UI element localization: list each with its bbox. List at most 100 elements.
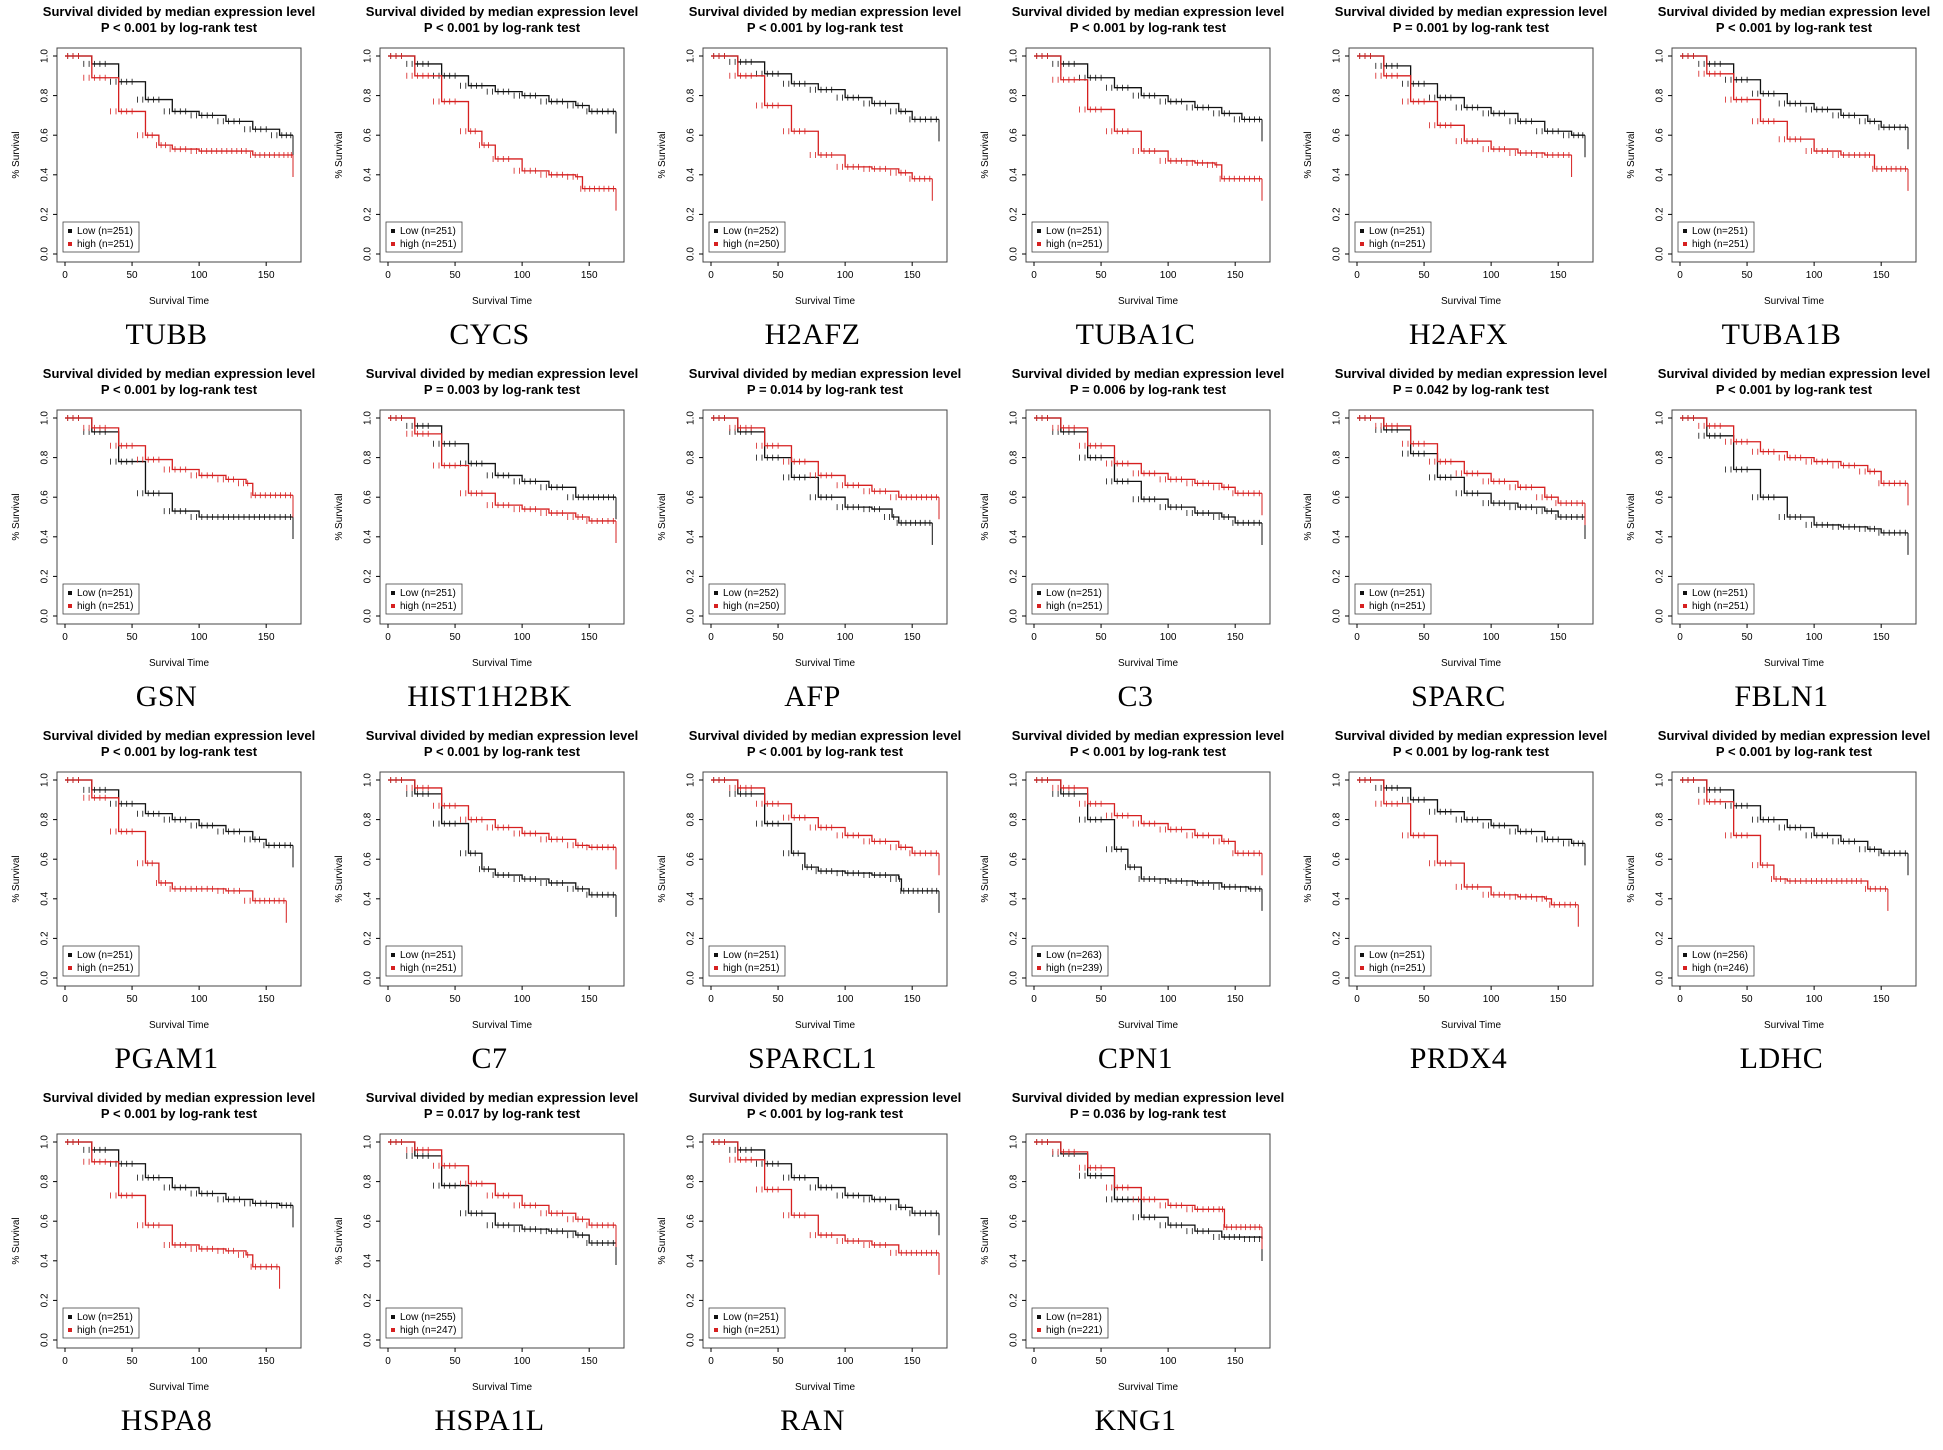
legend-box	[1354, 945, 1432, 977]
legend-label: Low (n=251)	[400, 226, 456, 237]
plot-frame	[56, 1133, 302, 1349]
y-axis-label: % Survival	[1626, 131, 1637, 178]
chart-title: Survival divided by median expression le…	[1658, 728, 1930, 743]
legend: Low (n=251) high (n=251)	[1031, 221, 1109, 253]
x-tick-label: 150	[904, 270, 921, 281]
x-axis-label: Survival Time	[1118, 1382, 1178, 1393]
x-tick-label: 0	[1354, 632, 1360, 643]
legend-label: high (n=251)	[1692, 239, 1748, 250]
km-chart-svg: Survival divided by median expression le…	[334, 1090, 638, 1393]
gene-label: TUBA1B	[1721, 318, 1842, 351]
km-panel-ldhc: Survival divided by median expression le…	[1620, 726, 1943, 1088]
y-tick-label: 0.8	[40, 1174, 51, 1188]
y-tick-label: 0.4	[686, 167, 697, 181]
y-tick-label: 0.4	[1009, 167, 1020, 181]
y-tick-label: 0.2	[1009, 569, 1020, 583]
legend: Low (n=251) high (n=251)	[385, 945, 463, 977]
y-tick-label: 0.0	[40, 609, 51, 623]
plot-frame	[1671, 47, 1917, 263]
km-chart-svg: Survival divided by median expression le…	[980, 1090, 1284, 1393]
y-tick-label: 1.0	[1332, 49, 1343, 63]
legend-swatch	[1037, 966, 1041, 970]
y-tick-label: 0.4	[363, 167, 374, 181]
y-tick-label: 0.8	[1009, 1174, 1020, 1188]
chart-title: Survival divided by median expression le…	[1012, 4, 1284, 19]
survival-curve-low	[388, 1141, 616, 1244]
km-panel-cpn1: Survival divided by median expression le…	[974, 726, 1297, 1088]
x-axis-label: Survival Time	[1764, 658, 1824, 669]
legend: Low (n=251) high (n=251)	[708, 1307, 786, 1339]
censor-marks-high	[1682, 777, 1886, 892]
survival-curve-high	[388, 779, 616, 848]
x-axis-label: Survival Time	[795, 658, 855, 669]
survival-curve-low	[1357, 417, 1585, 518]
legend-swatch	[714, 953, 718, 957]
legend-swatch	[68, 1315, 72, 1319]
y-tick-label: 0.8	[1009, 88, 1020, 102]
legend-label: high (n=251)	[77, 239, 133, 250]
plot-frame	[1671, 771, 1917, 987]
censor-marks-high	[713, 1139, 937, 1256]
y-tick-label: 1.0	[686, 411, 697, 425]
legend-label: Low (n=252)	[723, 588, 779, 599]
legend-label: Low (n=251)	[1046, 588, 1102, 599]
censor-marks-high	[1036, 777, 1260, 857]
x-tick-label: 150	[904, 1356, 921, 1367]
censor-marks-low	[390, 777, 614, 898]
y-tick-label: 0.4	[40, 891, 51, 905]
chart-title: Survival divided by median expression le…	[689, 366, 961, 381]
y-tick-label: 0.6	[40, 852, 51, 866]
gene-label: TUBB	[125, 318, 208, 351]
censor-marks-high	[1359, 53, 1570, 158]
y-tick-label: 0.2	[1655, 931, 1666, 945]
chart-subtitle: P = 0.017 by log-rank test	[424, 1106, 581, 1121]
chart-subtitle: P < 0.001 by log-rank test	[424, 744, 581, 759]
x-axis-label: Survival Time	[472, 1382, 532, 1393]
y-tick-label: 0.4	[686, 891, 697, 905]
x-tick-label: 100	[837, 632, 854, 643]
chart-title: Survival divided by median expression le…	[1658, 4, 1930, 19]
x-axis-label: Survival Time	[795, 296, 855, 307]
y-tick-label: 1.0	[1009, 49, 1020, 63]
legend-swatch	[714, 591, 718, 595]
x-tick-label: 0	[1031, 632, 1037, 643]
legend-label: high (n=251)	[1369, 239, 1425, 250]
plot-frame	[1025, 1133, 1271, 1349]
survival-curve-low	[65, 779, 293, 846]
y-axis-label: % Survival	[980, 1217, 991, 1264]
survival-curve-low	[1034, 417, 1262, 524]
legend: Low (n=251) high (n=251)	[385, 221, 463, 253]
censor-marks-high	[1036, 53, 1260, 182]
y-tick-label: 0.4	[363, 891, 374, 905]
x-tick-label: 150	[1873, 270, 1890, 281]
censor-marks-low	[390, 1139, 614, 1246]
x-axis-label: Survival Time	[1118, 296, 1178, 307]
legend-label: high (n=250)	[723, 239, 779, 250]
y-tick-label: 1.0	[1009, 411, 1020, 425]
legend-swatch	[1037, 1328, 1041, 1332]
censor-marks-low	[67, 777, 291, 849]
y-tick-label: 0.2	[40, 931, 51, 945]
km-chart-svg: Survival divided by median expression le…	[980, 728, 1284, 1031]
chart-title: Survival divided by median expression le…	[689, 728, 961, 743]
survival-curve-low	[711, 55, 939, 121]
y-tick-label: 0.2	[1655, 569, 1666, 583]
legend-box	[385, 1307, 463, 1339]
legend-label: high (n=251)	[1046, 601, 1102, 612]
y-tick-label: 1.0	[1655, 773, 1666, 787]
plot-frame	[702, 409, 948, 625]
legend-box	[1354, 221, 1432, 253]
x-tick-label: 100	[514, 1356, 531, 1367]
km-chart-svg: Survival divided by median expression le…	[1303, 4, 1607, 307]
legend-swatch	[1360, 242, 1364, 246]
censor-marks-high	[713, 415, 937, 501]
survival-curve-low	[1680, 55, 1908, 128]
legend-label: high (n=247)	[400, 1325, 456, 1336]
survival-curve-low	[65, 417, 293, 518]
y-tick-label: 0.4	[1655, 167, 1666, 181]
y-tick-label: 0.0	[1655, 247, 1666, 261]
chart-title: Survival divided by median expression le…	[1335, 4, 1607, 19]
legend: Low (n=252) high (n=250)	[708, 583, 786, 615]
x-tick-label: 100	[1160, 632, 1177, 643]
survival-curve-low	[1680, 779, 1908, 854]
